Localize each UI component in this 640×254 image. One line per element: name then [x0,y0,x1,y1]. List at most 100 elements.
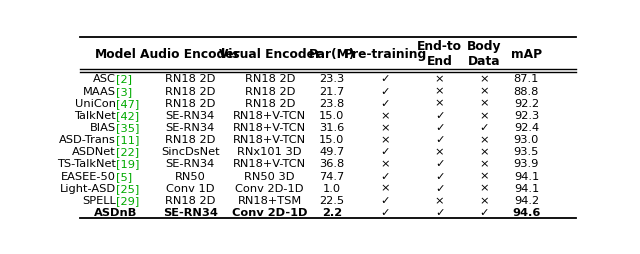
Text: [5]: [5] [116,171,132,181]
Text: BIAS[35]: BIAS[35] [92,123,141,133]
Text: Light-ASD: Light-ASD [60,183,116,193]
Text: Body
Data: Body Data [467,40,502,68]
Text: RN50: RN50 [175,171,206,181]
Text: RN18 2D: RN18 2D [165,98,216,108]
Text: 92.2: 92.2 [514,98,539,108]
Text: RN18 2D: RN18 2D [165,74,216,84]
Text: [11]: [11] [116,135,140,145]
Text: ×: × [479,98,489,108]
Text: ×: × [380,183,390,193]
Text: ✓: ✓ [380,195,390,205]
Text: ASD-Trans: ASD-Trans [59,135,116,145]
Text: ×: × [435,195,444,205]
Text: SE-RN34: SE-RN34 [166,123,215,133]
Text: 15.0: 15.0 [319,110,344,120]
Text: ASD-Trans[11]: ASD-Trans[11] [76,135,156,145]
Text: 22.5: 22.5 [319,195,344,205]
Text: Conv 2D-1D: Conv 2D-1D [232,207,307,217]
Text: ✓: ✓ [435,207,444,217]
Text: 74.7: 74.7 [319,171,344,181]
Text: 94.2: 94.2 [514,195,539,205]
Text: ✓: ✓ [380,74,390,84]
Text: ×: × [479,147,489,157]
Text: RN18+V-TCN: RN18+V-TCN [233,123,307,133]
Text: Conv 1D: Conv 1D [166,183,214,193]
Text: ✓: ✓ [435,110,444,120]
Text: 93.0: 93.0 [514,135,539,145]
Text: 93.9: 93.9 [514,159,539,169]
Text: ×: × [380,135,390,145]
Text: ✓: ✓ [380,86,390,96]
Text: BIAS: BIAS [90,123,116,133]
Text: Conv 2D-1D: Conv 2D-1D [236,183,304,193]
Text: RNx101 3D: RNx101 3D [237,147,302,157]
Text: ×: × [479,159,489,169]
Text: EASEE-50: EASEE-50 [61,171,116,181]
Text: RN18 2D: RN18 2D [165,135,216,145]
Text: TS-TalkNet[19]: TS-TalkNet[19] [75,159,157,169]
Text: UniCon: UniCon [75,98,116,108]
Text: SE-RN34: SE-RN34 [166,110,215,120]
Text: 92.3: 92.3 [514,110,539,120]
Text: RN18 2D: RN18 2D [165,195,216,205]
Text: RN50 3D: RN50 3D [244,171,295,181]
Text: ×: × [435,98,444,108]
Text: 94.1: 94.1 [514,183,539,193]
Text: SincDsNet: SincDsNet [161,147,220,157]
Text: ×: × [435,147,444,157]
Text: ×: × [380,159,390,169]
Text: 36.8: 36.8 [319,159,344,169]
Text: RN18 2D: RN18 2D [165,86,216,96]
Text: End-to
End: End-to End [417,40,462,68]
Text: ASC[2]: ASC[2] [97,74,136,84]
Text: 94.6: 94.6 [512,207,541,217]
Text: [25]: [25] [116,183,140,193]
Text: Audio Encoder: Audio Encoder [141,47,240,60]
Text: SE-RN34: SE-RN34 [166,159,215,169]
Text: mAP: mAP [511,47,542,60]
Text: ✓: ✓ [380,171,390,181]
Text: RN18+TSM: RN18+TSM [237,195,302,205]
Text: ✓: ✓ [435,159,444,169]
Text: Par(M): Par(M) [308,47,355,60]
Text: ×: × [479,74,489,84]
Text: [2]: [2] [116,74,132,84]
Text: ✓: ✓ [435,135,444,145]
Text: [47]: [47] [116,98,140,108]
Text: RN18 2D: RN18 2D [244,74,295,84]
Text: RN18 2D: RN18 2D [244,98,295,108]
Text: ×: × [479,86,489,96]
Text: RN18+V-TCN: RN18+V-TCN [233,110,307,120]
Text: ×: × [479,135,489,145]
Text: Visual Encoder: Visual Encoder [219,47,321,60]
Text: [22]: [22] [116,147,139,157]
Text: TS-TalkNet: TS-TalkNet [57,159,116,169]
Text: ×: × [435,86,444,96]
Text: ✓: ✓ [435,171,444,181]
Text: RN18+V-TCN: RN18+V-TCN [233,159,307,169]
Text: 94.1: 94.1 [514,171,539,181]
Text: MAAS: MAAS [83,86,116,96]
Text: Model: Model [95,47,137,60]
Text: TalkNet[42]: TalkNet[42] [84,110,148,120]
Text: ✓: ✓ [435,123,444,133]
Text: UniCon[47]: UniCon[47] [84,98,148,108]
Text: ✓: ✓ [380,207,390,217]
Text: 92.4: 92.4 [514,123,539,133]
Text: SE-RN34: SE-RN34 [163,207,218,217]
Text: ASC: ASC [93,74,116,84]
Text: Pre-training: Pre-training [344,47,427,60]
Text: [35]: [35] [116,123,140,133]
Text: ✓: ✓ [380,147,390,157]
Text: MAAS[3]: MAAS[3] [92,86,141,96]
Text: ×: × [479,183,489,193]
Text: RN18+V-TCN: RN18+V-TCN [233,135,307,145]
Text: 31.6: 31.6 [319,123,344,133]
Text: ×: × [479,195,489,205]
Text: 23.3: 23.3 [319,74,344,84]
Text: 93.5: 93.5 [514,147,539,157]
Text: EASEE-50[5]: EASEE-50[5] [81,171,152,181]
Text: 88.8: 88.8 [514,86,539,96]
Text: 87.1: 87.1 [514,74,539,84]
Text: ×: × [380,110,390,120]
